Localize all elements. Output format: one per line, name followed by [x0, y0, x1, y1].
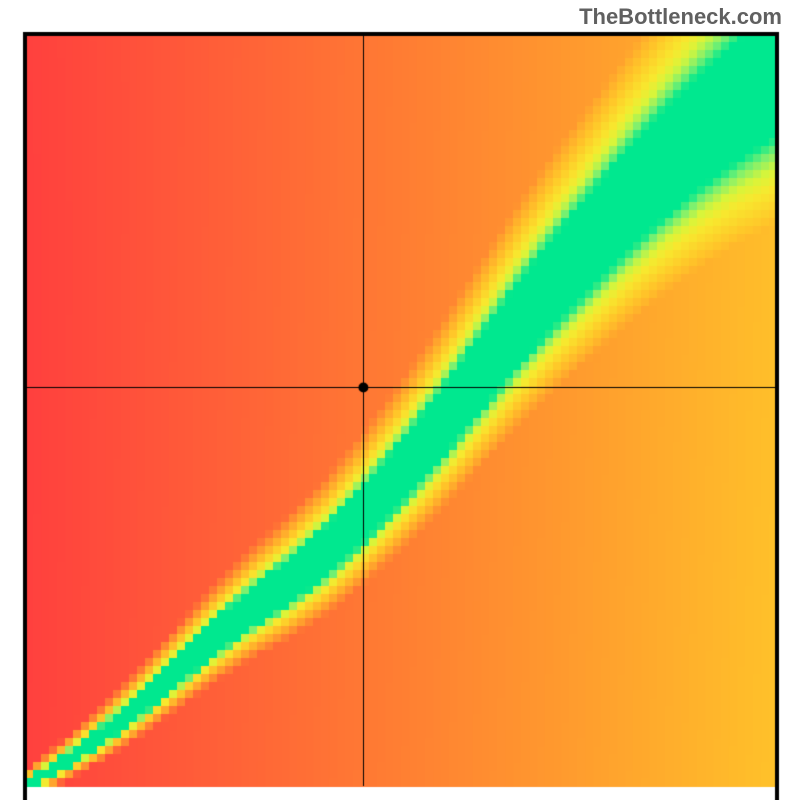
chart-container: TheBottleneck.com: [0, 0, 800, 800]
watermark-text: TheBottleneck.com: [579, 4, 782, 30]
heatmap-canvas: [0, 0, 800, 800]
